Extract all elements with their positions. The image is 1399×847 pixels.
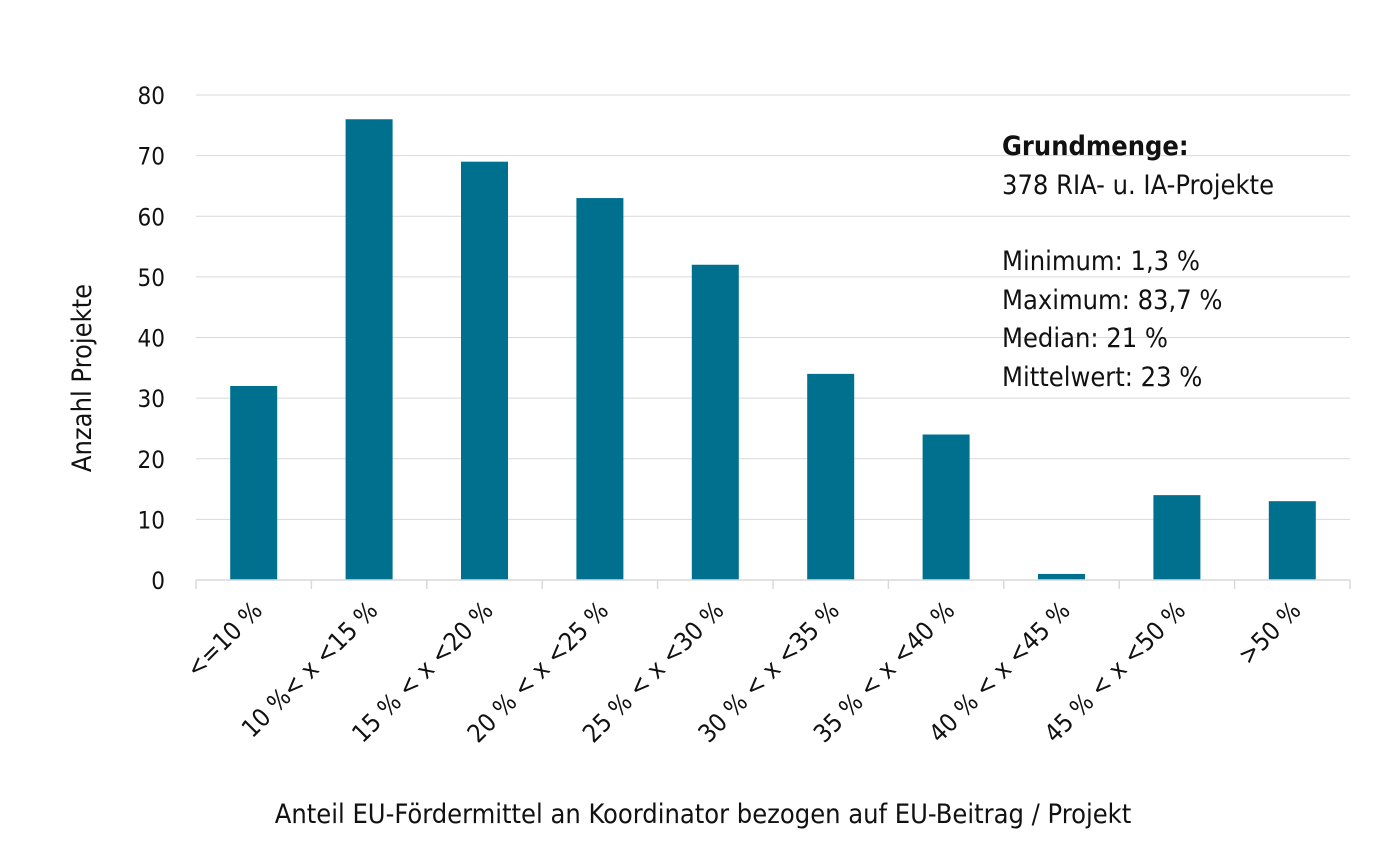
x-axis bbox=[195, 579, 1351, 589]
y-tick-label: 60 bbox=[138, 203, 165, 231]
bar bbox=[807, 373, 855, 580]
bar bbox=[461, 161, 508, 580]
bars bbox=[230, 119, 1316, 580]
x-tick-label: >50 % bbox=[1232, 596, 1306, 670]
y-tick-label: 0 bbox=[151, 567, 165, 595]
x-axis-title: Anteil EU-Fördermittel an Koordinator be… bbox=[275, 799, 1131, 830]
bar bbox=[230, 386, 278, 580]
x-axis-ticks: <=10 %10 %< x <15 %15 % < x <20 %20 % < … bbox=[180, 596, 1306, 749]
stat-maximum: Maximum: 83,7 % bbox=[1002, 284, 1223, 316]
bar bbox=[1268, 501, 1316, 580]
bar bbox=[1153, 495, 1201, 580]
y-tick-label: 10 bbox=[138, 506, 165, 534]
x-tick-label: <=10 % bbox=[180, 596, 268, 684]
bar bbox=[345, 119, 393, 580]
y-axis-ticks: 0 10 20 30 40 50 60 70 80 bbox=[138, 82, 165, 595]
y-tick-label: 40 bbox=[138, 325, 165, 353]
bar bbox=[576, 198, 624, 580]
y-tick-label: 50 bbox=[138, 264, 165, 292]
statistics-annotation: Grundmenge: 378 RIA- u. IA-Projekte Mini… bbox=[1002, 128, 1274, 397]
y-tick-label: 70 bbox=[138, 143, 165, 171]
stat-mean: Mittelwert: 23 % bbox=[1002, 361, 1203, 393]
y-axis-title: Anzahl Projekte bbox=[67, 284, 98, 472]
bar bbox=[691, 264, 739, 580]
bar bbox=[1038, 573, 1085, 580]
stat-median: Median: 21 % bbox=[1002, 323, 1168, 354]
annotation-heading: Grundmenge: bbox=[1002, 131, 1189, 162]
y-tick-label: 30 bbox=[138, 385, 165, 413]
bar bbox=[922, 434, 970, 580]
y-tick-label: 80 bbox=[138, 82, 165, 110]
annotation-subheading: 378 RIA- u. IA-Projekte bbox=[1002, 169, 1275, 201]
stat-minimum: Minimum: 1,3 % bbox=[1002, 246, 1200, 277]
y-tick-label: 20 bbox=[138, 446, 165, 474]
